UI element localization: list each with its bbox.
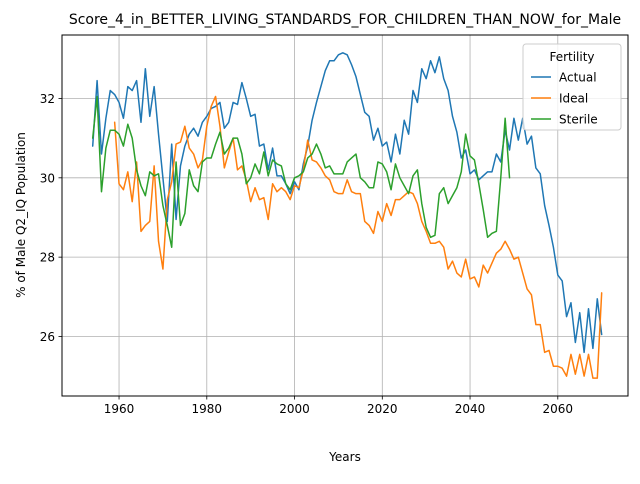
chart-title: Score_4_in_BETTER_LIVING_STANDARDS_FOR_C… xyxy=(69,12,621,28)
series-line-ideal xyxy=(113,95,603,379)
legend-title: Fertility xyxy=(549,50,594,64)
series-lines xyxy=(91,52,603,379)
x-axis-label: Years xyxy=(328,450,361,464)
x-tick-label: 1980 xyxy=(192,402,223,416)
x-tick-label: 1960 xyxy=(104,402,135,416)
legend-label-actual: Actual xyxy=(559,71,597,85)
series-line-sterile xyxy=(91,95,511,248)
y-tick-label: 26 xyxy=(40,330,55,344)
legend-label-sterile: Sterile xyxy=(559,113,598,127)
y-tick-label: 30 xyxy=(40,171,55,185)
legend: Fertility Actual Ideal Sterile xyxy=(522,43,622,131)
x-tick-label: 2020 xyxy=(367,402,398,416)
y-axis-label: % of Male Q2_IQ Population xyxy=(14,132,28,298)
legend-label-ideal: Ideal xyxy=(559,92,588,106)
axis-ticks: 1960 1980 2000 2020 2040 2060 26 28 30 32 xyxy=(40,92,573,416)
legend-box xyxy=(522,43,622,131)
y-tick-label: 32 xyxy=(40,92,55,106)
legend-items: Actual Ideal Sterile xyxy=(531,71,598,127)
y-tick-label: 28 xyxy=(40,251,55,265)
x-tick-label: 2040 xyxy=(455,402,486,416)
x-tick-label: 2060 xyxy=(543,402,574,416)
plot-area-frame xyxy=(61,34,629,397)
x-tick-label: 2000 xyxy=(279,402,310,416)
series-line-actual xyxy=(91,52,603,354)
